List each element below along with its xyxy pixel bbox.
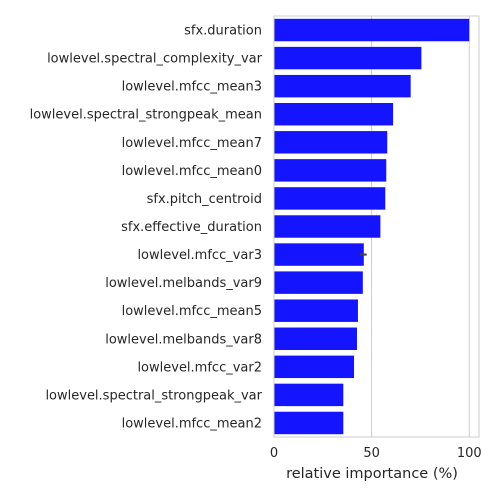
bar-lowlevel-mfcc-mean7	[274, 131, 388, 154]
bar-sfx-effective-duration	[274, 215, 381, 238]
y-tick-label-lowlevel-mfcc-mean3: lowlevel.mfcc_mean3	[122, 80, 262, 95]
x-tick-label-100: 100	[457, 446, 482, 461]
x-tick-label-50: 50	[363, 446, 380, 461]
y-tick-label-lowlevel-melbands-var8: lowlevel.melbands_var8	[105, 332, 262, 347]
bar-lowlevel-mfcc-mean5	[274, 299, 358, 322]
y-tick-label-sfx-effective-duration: sfx.effective_duration	[121, 220, 262, 235]
y-tick-label-lowlevel-spectral-strongpeak-mean: lowlevel.spectral_strongpeak_mean	[30, 108, 262, 123]
y-tick-label-lowlevel-mfcc-mean5: lowlevel.mfcc_mean5	[122, 304, 262, 319]
bar-lowlevel-mfcc-var3	[274, 243, 364, 266]
y-tick-label-lowlevel-mfcc-var2: lowlevel.mfcc_var2	[137, 360, 262, 375]
y-tick-label-sfx-pitch-centroid: sfx.pitch_centroid	[147, 192, 262, 207]
y-tick-label-lowlevel-mfcc-mean2: lowlevel.mfcc_mean2	[122, 416, 262, 431]
bar-lowlevel-mfcc-mean0	[274, 159, 387, 182]
bars	[274, 18, 470, 435]
bar-lowlevel-spectral-strongpeak-mean	[274, 103, 394, 126]
x-axis-title: relative importance (%)	[286, 466, 458, 482]
y-tick-label-sfx-duration: sfx.duration	[184, 24, 262, 39]
y-tick-label-lowlevel-mfcc-var3: lowlevel.mfcc_var3	[137, 248, 262, 263]
bar-sfx-pitch-centroid	[274, 187, 386, 210]
y-tick-label-lowlevel-spectral-strongpeak-var: lowlevel.spectral_strongpeak_var	[45, 388, 262, 403]
bar-lowlevel-melbands-var8	[274, 327, 357, 350]
x-tick-label-0: 0	[270, 446, 278, 461]
x-tick-labels: 0 50 100	[270, 446, 482, 461]
bar-lowlevel-spectral-complexity-var	[274, 46, 422, 70]
bar-lowlevel-mfcc-var2	[274, 355, 355, 379]
axes-frame	[273, 15, 480, 438]
y-tick-label-lowlevel-mfcc-mean7: lowlevel.mfcc_mean7	[122, 136, 262, 151]
bar-lowlevel-mfcc-mean2	[274, 411, 344, 435]
bar-sfx-duration	[274, 18, 470, 42]
y-tick-label-lowlevel-melbands-var9: lowlevel.melbands_var9	[105, 276, 262, 291]
y-tick-labels: sfx.duration lowlevel.spectral_complexity…	[30, 24, 263, 432]
bar-lowlevel-melbands-var9	[274, 271, 363, 294]
bar-lowlevel-mfcc-mean3	[274, 74, 411, 98]
y-tick-label-lowlevel-mfcc-mean0: lowlevel.mfcc_mean0	[122, 164, 262, 179]
y-tick-label-lowlevel-spectral-complexity-var: lowlevel.spectral_complexity_var	[47, 52, 263, 67]
bar-lowlevel-spectral-strongpeak-var	[274, 383, 344, 407]
